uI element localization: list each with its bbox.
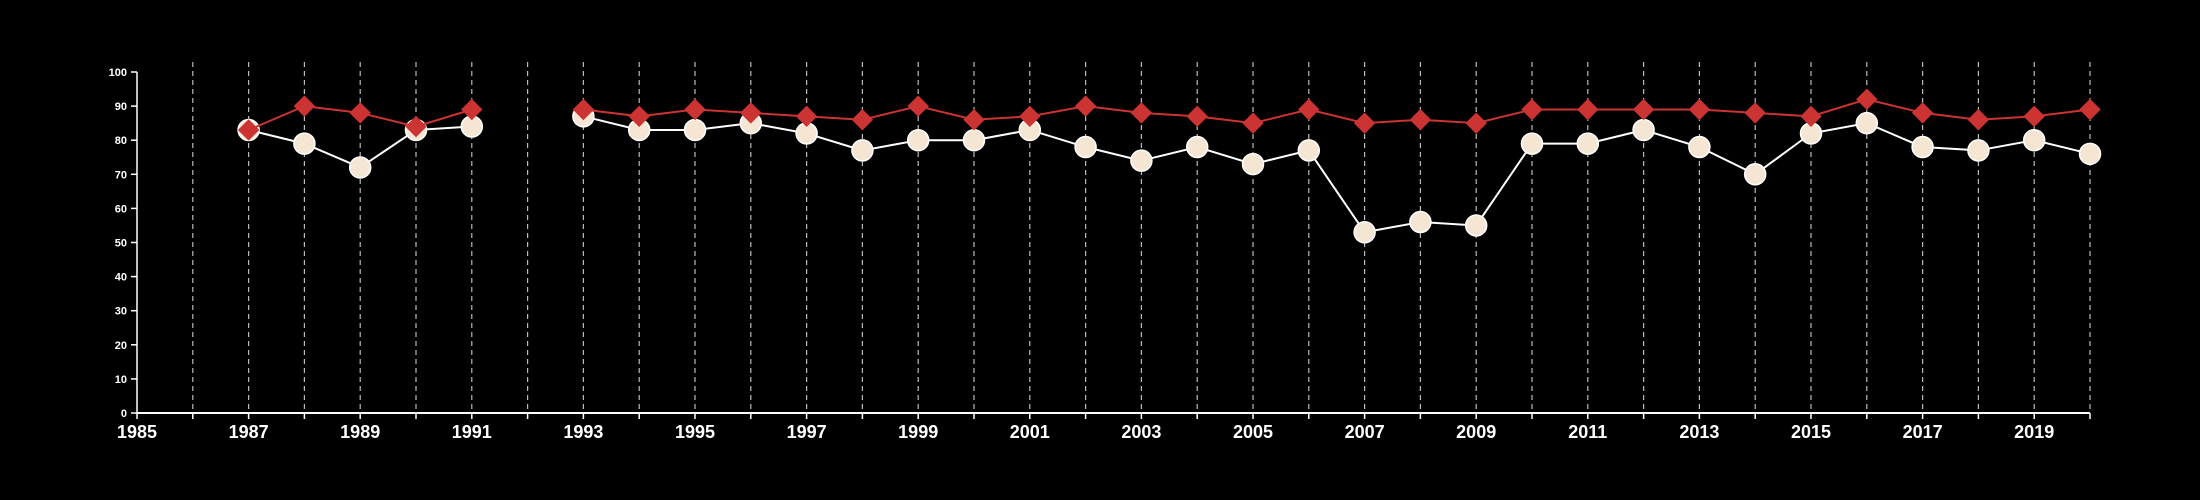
y-tick-label: 70 xyxy=(115,169,127,181)
x-tick-label: 2005 xyxy=(1233,422,1273,442)
data-point-diamond xyxy=(237,119,260,141)
data-point-diamond xyxy=(1800,105,1822,128)
data-point-diamond xyxy=(1019,105,1041,128)
data-point-diamond xyxy=(1465,112,1487,134)
series-line xyxy=(583,98,2091,125)
data-point-diamond xyxy=(1632,98,1655,121)
data-point-diamond xyxy=(349,102,371,124)
data-point-diamond xyxy=(2079,98,2101,121)
x-tick-label: 1995 xyxy=(675,422,715,442)
data-point-circle xyxy=(1911,135,1934,159)
x-tick-label: 2003 xyxy=(1121,422,1161,442)
x-tick-label: 1993 xyxy=(563,422,603,442)
data-point-circle xyxy=(1688,135,1711,159)
data-point-diamond xyxy=(1409,109,1432,131)
y-tick-label: 60 xyxy=(115,203,127,215)
x-tick-label: 2017 xyxy=(1903,422,1943,442)
data-point-diamond xyxy=(1744,102,1766,124)
data-point-circle xyxy=(1185,135,1209,159)
axes: 0 10 20 30 40 50 60 70 80 90 100 1985 1987 1989 1991 19… xyxy=(109,67,2091,442)
series-group xyxy=(237,88,2102,244)
data-point-diamond xyxy=(1353,112,1376,134)
y-tick-label: 80 xyxy=(115,135,127,147)
data-point-diamond xyxy=(740,102,762,124)
x-tick-label: 1985 xyxy=(117,422,157,442)
data-point-circle xyxy=(1074,135,1097,159)
data-point-diamond xyxy=(1074,95,1097,117)
data-point-circle xyxy=(348,156,372,179)
y-tick-label: 40 xyxy=(115,272,127,284)
data-point-circle xyxy=(1130,149,1153,172)
data-point-diamond xyxy=(684,98,706,121)
data-point-diamond xyxy=(1186,105,1208,128)
data-point-diamond xyxy=(461,98,483,121)
x-tick-label: 2001 xyxy=(1010,422,1050,442)
x-tick-label: 1987 xyxy=(229,422,269,442)
data-point-circle xyxy=(683,118,707,142)
data-point-circle xyxy=(1241,152,1265,176)
data-point-diamond xyxy=(1577,98,1599,121)
x-tick-label: 2013 xyxy=(1679,422,1719,442)
x-tick-label: 1991 xyxy=(452,422,492,442)
data-point-circle xyxy=(2078,142,2102,166)
data-point-circle xyxy=(1464,214,1488,237)
y-tick-label: 20 xyxy=(115,340,127,352)
x-tick-label: 2007 xyxy=(1345,422,1385,442)
x-tick-label: 1999 xyxy=(898,422,938,442)
data-point-diamond xyxy=(405,115,427,138)
data-point-circle xyxy=(1297,139,1321,162)
data-point-diamond xyxy=(1130,102,1153,124)
x-tick-label: 2015 xyxy=(1791,422,1831,442)
y-tick-label: 0 xyxy=(121,408,127,420)
data-point-circle xyxy=(1632,118,1655,142)
data-point-diamond xyxy=(1688,98,1711,121)
data-point-circle xyxy=(1743,163,1767,186)
y-tick-label: 30 xyxy=(115,306,127,318)
data-point-diamond xyxy=(1911,102,1934,124)
data-point-diamond xyxy=(1242,112,1264,134)
data-point-circle xyxy=(293,132,316,155)
data-point-diamond xyxy=(963,109,985,131)
data-point-diamond xyxy=(2023,105,2045,128)
y-tick-label: 100 xyxy=(109,67,127,79)
data-point-diamond xyxy=(628,105,650,128)
data-point-diamond xyxy=(851,109,874,131)
x-tick-label: 2019 xyxy=(2014,422,2054,442)
data-point-diamond xyxy=(1967,109,1990,131)
data-point-diamond xyxy=(1856,88,1878,110)
data-point-diamond xyxy=(795,105,818,128)
data-point-circle xyxy=(1576,132,1600,155)
data-point-circle xyxy=(962,128,986,152)
data-point-circle xyxy=(906,128,930,152)
x-tick-label: 2011 xyxy=(1568,422,1607,442)
x-tick-label: 1989 xyxy=(340,422,380,442)
y-tick-label: 10 xyxy=(115,374,127,386)
x-tick-label: 2009 xyxy=(1456,422,1496,442)
data-point-diamond xyxy=(907,95,929,117)
y-tick-label: 90 xyxy=(115,101,127,113)
series-line xyxy=(583,115,2091,234)
data-point-circle xyxy=(851,139,874,162)
series-diamond xyxy=(237,88,2101,141)
data-point-circle xyxy=(1353,221,1376,244)
data-point-circle xyxy=(1855,111,1879,135)
data-point-circle xyxy=(1520,132,1544,155)
data-point-circle xyxy=(1967,139,1990,162)
data-point-diamond xyxy=(293,95,316,117)
y-tick-label: 50 xyxy=(115,238,127,250)
data-point-circle xyxy=(1409,210,1432,234)
data-point-diamond xyxy=(1298,98,1320,121)
data-point-diamond xyxy=(572,98,595,121)
data-point-diamond xyxy=(1521,98,1543,121)
x-tick-label: 1997 xyxy=(787,422,827,442)
data-point-circle xyxy=(2022,128,2046,152)
